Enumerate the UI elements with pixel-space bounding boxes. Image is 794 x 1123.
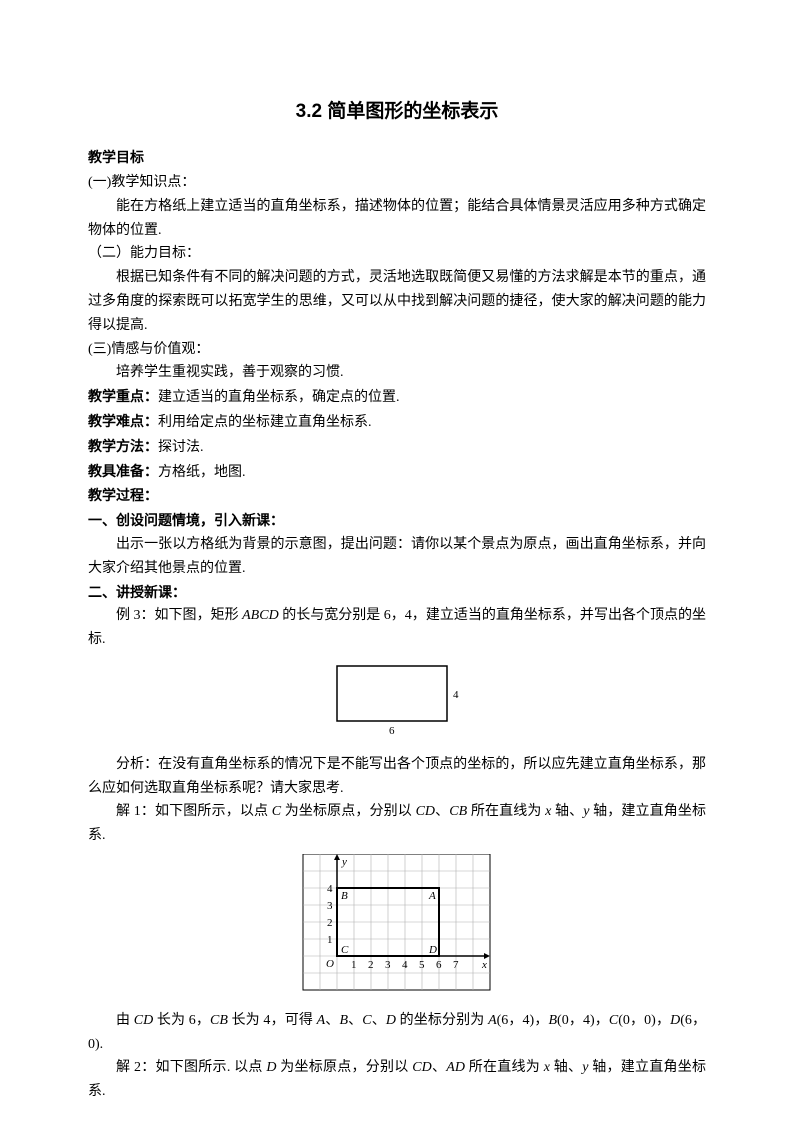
tools-text: 方格纸，地图.: [158, 465, 246, 480]
example-3: 例 3：如下图，矩形 ABCD 的长与宽分别是 6，4，建立适当的直角坐标系，并…: [88, 604, 706, 652]
res-cd: CD: [134, 1013, 153, 1028]
difficulty: 教学难点：利用给定点的坐标建立直角坐标系.: [88, 410, 706, 435]
key-point-text: 建立适当的直角坐标系，确定点的位置.: [158, 390, 400, 405]
svg-text:4: 4: [402, 959, 408, 971]
goal-1-heading: (一)教学知识点：: [88, 171, 706, 195]
res-t6: (0，0)，: [618, 1013, 670, 1028]
sol2-ad: AD: [446, 1060, 465, 1075]
sol2-t2: 为坐标原点，分别以: [276, 1060, 412, 1075]
process-label: 教学过程：: [88, 487, 158, 503]
ex3-pre: 例 3：如下图，矩形: [116, 608, 242, 623]
sol2-t3: 所在直线为: [465, 1060, 544, 1075]
result-text: 由 CD 长为 6，CB 长为 4，可得 A、B、C、D 的坐标分别为 A(6，…: [88, 1009, 706, 1057]
svg-text:B: B: [341, 890, 348, 902]
analysis-text: 分析：在没有直角坐标系的情况下是不能写出各个顶点的坐标的，所以应先建立直角坐标系…: [88, 753, 706, 801]
goal-heading: 教学目标: [88, 146, 706, 171]
sol1-t3: 所在直线为: [467, 804, 545, 819]
key-point-label: 教学重点：: [88, 388, 158, 404]
doc-title: 3.2 简单图形的坐标表示: [88, 96, 706, 128]
sol2-d: D: [266, 1060, 276, 1075]
res-d: D: [386, 1013, 396, 1028]
svg-text:4: 4: [327, 883, 333, 895]
svg-text:O: O: [326, 958, 334, 970]
fig1-h: 4: [453, 689, 459, 701]
sol2-cd: CD: [412, 1060, 431, 1075]
svg-text:x: x: [481, 959, 487, 971]
sol2-s1: 、: [432, 1060, 447, 1075]
difficulty-label: 教学难点：: [88, 413, 158, 429]
solution-2: 解 2：如下图所示. 以点 D 为坐标原点，分别以 CD、AD 所在直线为 x …: [88, 1056, 706, 1104]
sol1-t2: 为坐标原点，分别以: [281, 804, 415, 819]
goal-3-text: 培养学生重视实践，善于观察的习惯.: [88, 361, 706, 385]
sol1-t4: 轴、: [551, 804, 583, 819]
svg-text:C: C: [341, 944, 349, 956]
goal-2-heading: （二）能力目标：: [88, 242, 706, 266]
res-b2: B: [548, 1013, 557, 1028]
goal-2-text: 根据已知条件有不同的解决问题的方式，灵活地选取既简便又易懂的方法求解是本节的重点…: [88, 266, 706, 337]
key-point: 教学重点：建立适当的直角坐标系，确定点的位置.: [88, 385, 706, 410]
rect-diagram: 4 6: [322, 658, 472, 738]
svg-text:7: 7: [453, 959, 459, 971]
svg-text:6: 6: [436, 959, 442, 971]
res-t5: (0，4)，: [557, 1013, 609, 1028]
res-b: B: [339, 1013, 348, 1028]
method-text: 探讨法.: [158, 440, 204, 455]
svg-text:y: y: [341, 856, 347, 868]
method-label: 教学方法：: [88, 438, 158, 454]
res-a: A: [317, 1013, 326, 1028]
sol1-cd: CD: [416, 804, 435, 819]
res-a2: A: [488, 1013, 497, 1028]
res-s1: 、: [325, 1013, 339, 1028]
res-s2: 、: [348, 1013, 362, 1028]
sol1-c: C: [272, 804, 281, 819]
res-s3: 、: [372, 1013, 386, 1028]
goal-heading-label: 教学目标: [88, 149, 144, 165]
res-c: C: [362, 1013, 371, 1028]
section-1-text: 出示一张以方格纸为背景的示意图，提出问题：请你以某个景点为原点，画出直角坐标系，…: [88, 533, 706, 581]
tools: 教具准备：方格纸，地图.: [88, 460, 706, 485]
difficulty-text: 利用给定点的坐标建立直角坐标系.: [158, 415, 372, 430]
solution-1: 解 1：如下图所示，以点 C 为坐标原点，分别以 CD、CB 所在直线为 x 轴…: [88, 800, 706, 848]
svg-text:D: D: [428, 944, 437, 956]
res-cb: CB: [210, 1013, 228, 1028]
sol1-t1: 解 1：如下图所示，以点: [116, 804, 272, 819]
svg-text:2: 2: [327, 917, 333, 929]
grid-diagram: yxOBACD12341234567: [297, 854, 497, 994]
svg-text:1: 1: [327, 934, 333, 946]
sol2-t4: 轴、: [550, 1060, 582, 1075]
fig1-w: 6: [389, 725, 395, 737]
sol2-t1: 解 2：如下图所示. 以点: [116, 1060, 266, 1075]
res-t0: 由: [116, 1013, 134, 1028]
svg-text:3: 3: [385, 959, 391, 971]
sol1-cb: CB: [449, 804, 467, 819]
res-t3: 的坐标分别为: [396, 1013, 488, 1028]
svg-text:2: 2: [368, 959, 374, 971]
res-c2: C: [609, 1013, 618, 1028]
res-t1: 长为 6，: [153, 1013, 210, 1028]
res-t2: 长为 4，可得: [228, 1013, 317, 1028]
method: 教学方法：探讨法.: [88, 435, 706, 460]
sol1-s1: 、: [435, 804, 449, 819]
svg-text:A: A: [428, 890, 436, 902]
svg-text:1: 1: [351, 959, 357, 971]
goal-1-text: 能在方格纸上建立适当的直角坐标系，描述物体的位置；能结合具体情景灵活应用多种方式…: [88, 195, 706, 243]
section-1-heading: 一、创设问题情境，引入新课：: [88, 509, 706, 533]
res-d2: D: [670, 1013, 680, 1028]
ex3-abcd: ABCD: [242, 608, 279, 623]
tools-label: 教具准备：: [88, 463, 158, 479]
figure-1: 4 6: [88, 658, 706, 747]
process: 教学过程：: [88, 484, 706, 509]
svg-text:5: 5: [419, 959, 425, 971]
svg-text:3: 3: [327, 900, 333, 912]
goal-3-heading: (三)情感与价值观：: [88, 338, 706, 362]
figure-2: yxOBACD12341234567: [88, 854, 706, 1003]
section-2-heading: 二、讲授新课：: [88, 581, 706, 605]
res-t4: (6，4)，: [497, 1013, 549, 1028]
